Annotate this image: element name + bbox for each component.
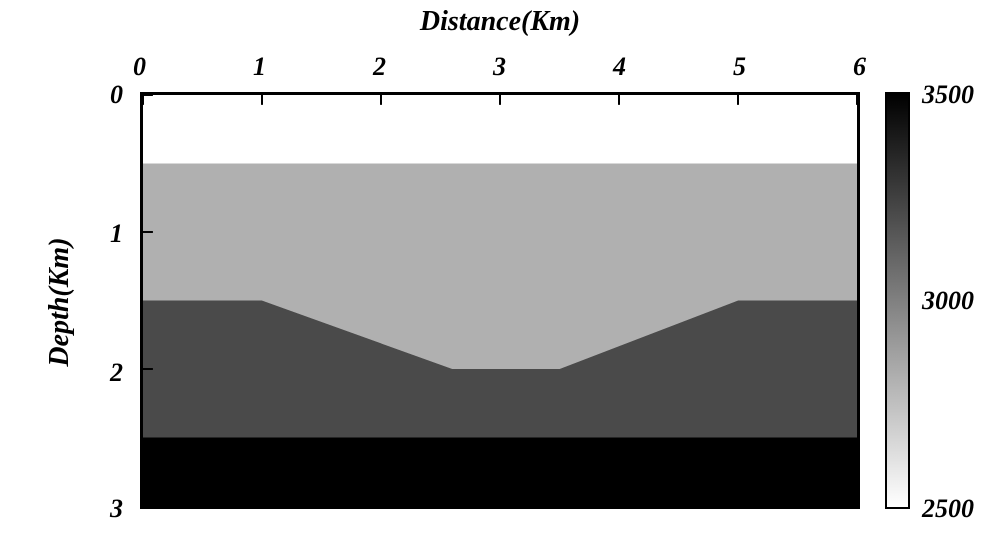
- x-tick-0: 0: [133, 52, 146, 82]
- cb-tick-mid: 3000: [922, 286, 974, 316]
- y-tick-3: 3: [110, 494, 123, 524]
- layer-top-white: [143, 95, 857, 164]
- plot-svg: [143, 95, 857, 506]
- y-tick-0: 0: [110, 80, 123, 110]
- cb-tick-min: 2500: [922, 494, 974, 524]
- y-axis-title: Depth(Km): [44, 222, 76, 382]
- chart-container: Distance(Km) Depth(Km) 0 1 2 3 4 5 6 0 1…: [0, 0, 1000, 536]
- x-axis-title: Distance(Km): [140, 6, 860, 38]
- colorbar: [885, 92, 910, 509]
- x-tick-3: 3: [493, 52, 506, 82]
- y-tick-2: 2: [110, 358, 123, 388]
- x-tick-6: 6: [853, 52, 866, 82]
- layer-bottom-black: [143, 438, 857, 507]
- x-tick-2: 2: [373, 52, 386, 82]
- x-tick-1: 1: [253, 52, 266, 82]
- x-tick-4: 4: [613, 52, 626, 82]
- x-tick-5: 5: [733, 52, 746, 82]
- cb-tick-max: 3500: [922, 80, 974, 110]
- plot-area: [140, 92, 860, 509]
- y-tick-1: 1: [110, 219, 123, 249]
- colorbar-svg: [887, 94, 908, 507]
